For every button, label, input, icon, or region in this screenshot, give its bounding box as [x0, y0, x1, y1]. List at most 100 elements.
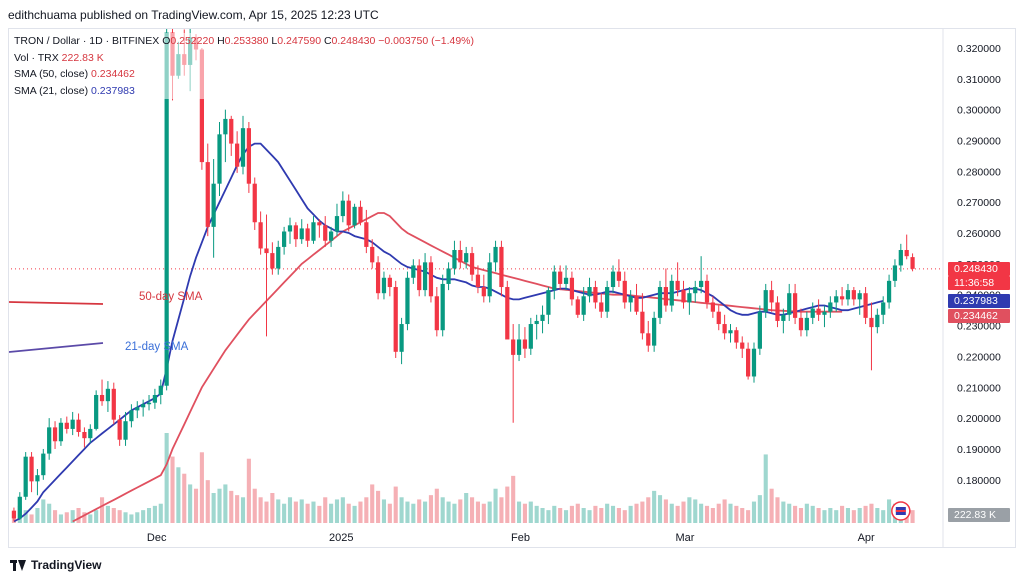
candle-body	[29, 456, 34, 482]
volume-bar	[605, 503, 610, 523]
price-chart[interactable]: 0.320000 0.310000 0.300000 0.290000 0.280000…	[9, 29, 1015, 547]
volume-bar	[575, 503, 580, 523]
legend-close: 0.248430	[331, 35, 376, 47]
candle-body	[881, 302, 886, 315]
volume-bar	[193, 488, 199, 523]
tradingview-logo[interactable]: TradingView	[10, 558, 101, 572]
volume-bar	[428, 495, 434, 523]
volume-bar	[323, 497, 328, 523]
candle-body	[417, 265, 422, 291]
x-tick-label: Dec	[147, 532, 167, 544]
volume-bar	[757, 495, 762, 523]
candle-body	[311, 222, 316, 241]
countdown-badge: 11:36:58	[948, 276, 1010, 290]
volume-bar	[182, 473, 187, 523]
x-tick-label: Mar	[676, 532, 695, 544]
tradingview-brand: TradingView	[31, 558, 102, 572]
candle-body	[393, 287, 398, 352]
candle-body	[511, 339, 516, 355]
candle-body	[610, 271, 616, 288]
countdown-value: 11:36:58	[954, 277, 995, 289]
candle-body	[646, 333, 651, 346]
candle-body	[223, 118, 228, 135]
candle-body	[787, 293, 792, 315]
volume-bar	[728, 503, 733, 523]
candle-body	[358, 206, 363, 223]
volume-bar	[558, 508, 563, 523]
volume-bar	[663, 499, 668, 523]
volume-bar	[464, 493, 469, 523]
volume-bar	[646, 497, 651, 523]
candle-body	[305, 228, 310, 241]
candle-body	[851, 290, 856, 300]
volume-bar	[528, 501, 533, 523]
candle-body	[129, 410, 134, 422]
legend-symbol[interactable]: TRON / Dollar · 1D · BITFINEX	[14, 35, 160, 47]
candle-body	[440, 283, 445, 331]
y-tick-label: 0.310000	[957, 74, 1001, 86]
volume-bar	[440, 497, 445, 523]
volume-bar	[423, 501, 428, 523]
legend-open-label: O	[162, 35, 171, 47]
volume-bar	[393, 486, 398, 523]
volume-bar	[376, 490, 381, 523]
volume-bar	[681, 501, 686, 523]
chart-frame[interactable]: 0.320000 0.310000 0.300000 0.290000 0.280000…	[8, 28, 1016, 548]
volume-bar	[293, 501, 298, 523]
volume-bar	[828, 508, 833, 523]
volume-bar	[188, 484, 193, 523]
candle-body	[164, 32, 169, 386]
candle-body	[11, 510, 17, 519]
candle-body	[47, 427, 52, 454]
candle-body	[217, 134, 222, 184]
candle-body	[334, 216, 340, 232]
candle-body	[699, 280, 704, 288]
candle-body	[328, 231, 334, 241]
volume-bar	[693, 499, 698, 523]
candle-body	[681, 290, 686, 303]
volume-bar	[581, 508, 586, 523]
volume-bar	[135, 512, 140, 523]
legend-sma50-label[interactable]: SMA (50, close)	[14, 68, 89, 80]
candle-body	[458, 250, 463, 263]
volume-bar	[164, 433, 169, 523]
candle-body	[17, 496, 22, 519]
volume-bar	[446, 501, 451, 523]
volume-bar	[687, 497, 692, 523]
legend-vol-label[interactable]: Vol · TRX	[14, 51, 59, 64]
volume-bar	[405, 501, 410, 523]
candle-body	[763, 290, 768, 312]
candle-body	[387, 277, 392, 288]
volume-bar	[152, 505, 157, 523]
volume-bar	[769, 488, 774, 523]
volume-bar	[822, 510, 827, 523]
volume-badge-value: 222.83 K	[954, 509, 997, 521]
volume-bar	[470, 497, 475, 523]
volume-bar	[199, 452, 204, 523]
candle-body	[464, 253, 469, 263]
legend-sma21-label[interactable]: SMA (21, close)	[14, 84, 89, 97]
volume-bar	[910, 510, 915, 523]
chart-legend: TRON / Dollar · 1D · BITFINEX O0.252220 …	[14, 33, 475, 99]
candle-body	[35, 475, 40, 482]
y-tick-label: 0.210000	[957, 382, 1001, 394]
candle-body	[605, 287, 610, 312]
x-tick-label: 2025	[329, 532, 353, 544]
candle-body	[622, 280, 627, 303]
candle-body	[628, 296, 633, 303]
volume-bar	[669, 503, 674, 523]
candle-body	[405, 277, 410, 325]
footer-bar: TradingView	[0, 552, 1024, 581]
volume-bar	[88, 514, 93, 523]
candle-body	[734, 330, 739, 343]
candle-body	[599, 302, 604, 312]
legend-open: 0.252220	[170, 35, 215, 47]
legend-symbol-row: TRON / Dollar · 1D · BITFINEX O0.252220 …	[14, 33, 474, 50]
sma21-annotation-text: 21-day SMA	[125, 341, 189, 353]
legend-change: −0.003750 (−1.49%)	[378, 35, 475, 47]
volume-bar	[240, 497, 246, 523]
candle-body	[411, 265, 416, 278]
candle-body	[99, 394, 105, 402]
volume-bar	[452, 503, 457, 523]
volume-bar	[381, 499, 387, 523]
